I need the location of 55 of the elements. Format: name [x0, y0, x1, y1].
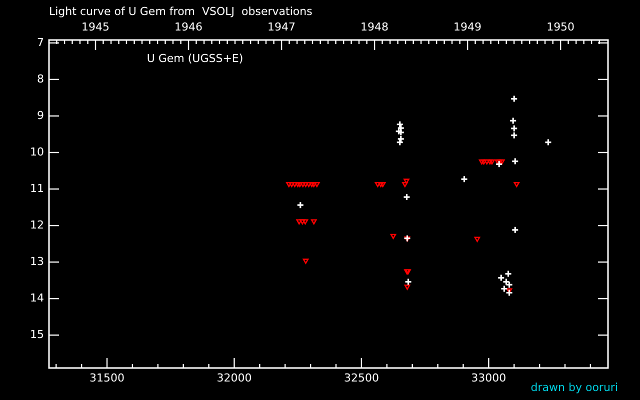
point — [494, 159, 501, 165]
point — [302, 258, 309, 264]
y-tick-label: 7 — [37, 36, 44, 49]
x2-tick-label: 1949 — [454, 20, 482, 34]
x-tick-label: 31500 — [90, 371, 125, 384]
point — [511, 226, 519, 234]
point — [544, 138, 552, 146]
x-tick-label: 32500 — [344, 371, 379, 384]
x2-tick-label: 1946 — [174, 20, 203, 34]
y-tick-label: 13 — [30, 254, 44, 268]
chart-title: Light curve of U Gem from VSOLJ observations — [49, 4, 313, 18]
y-tick-label: 12 — [30, 218, 44, 232]
y-tick-label: 9 — [37, 108, 44, 122]
x2-tick-label: 1950 — [546, 20, 575, 34]
point — [510, 132, 518, 140]
point — [374, 182, 381, 188]
x2-tick-label: 1945 — [82, 20, 110, 34]
x-tick-label: 32000 — [216, 371, 252, 384]
point — [314, 182, 320, 188]
point — [296, 201, 304, 209]
point — [395, 128, 403, 136]
point — [480, 159, 487, 165]
y-tick-label: 11 — [30, 182, 44, 195]
point — [396, 120, 404, 128]
point — [484, 159, 490, 165]
point — [404, 284, 410, 290]
point — [489, 159, 495, 165]
point — [495, 160, 503, 168]
y-tick-label: 14 — [30, 291, 44, 304]
text: drawn by ooruri — [530, 380, 618, 394]
x-tick-label: 33000 — [471, 371, 506, 384]
y-tick-label: 15 — [30, 328, 44, 341]
point — [460, 175, 468, 183]
y-tick-label: 10 — [30, 145, 44, 158]
point — [499, 159, 505, 165]
point — [404, 178, 410, 184]
point — [380, 182, 386, 188]
point — [478, 159, 485, 165]
point — [404, 278, 412, 286]
point — [514, 182, 520, 188]
point — [511, 157, 519, 166]
point — [505, 280, 514, 289]
point — [509, 116, 517, 125]
x2-tick-label: 1948 — [360, 20, 389, 34]
point — [402, 182, 408, 188]
point — [487, 159, 493, 165]
y-tick-label: 8 — [37, 72, 44, 86]
point — [402, 193, 411, 201]
point — [504, 270, 512, 278]
point — [510, 95, 518, 103]
point — [286, 182, 292, 188]
point — [390, 234, 396, 240]
point — [510, 124, 518, 132]
annotation: U Gem (UGSS+E) — [146, 52, 244, 65]
x2-tick-label: 1947 — [268, 20, 296, 34]
